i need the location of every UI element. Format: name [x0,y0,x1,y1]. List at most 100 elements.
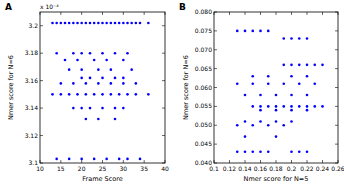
point [89,22,92,25]
point [298,37,301,40]
point [80,77,83,80]
y-tick [214,163,217,164]
y-tick [40,163,43,164]
x-tick-label: 0.18 [269,165,283,172]
point [267,82,270,85]
point [135,82,138,85]
point [251,75,254,78]
point [110,68,113,71]
point [282,82,285,85]
y-tick-label: 3.12 [25,132,39,139]
point [80,107,83,110]
point [313,82,316,85]
point [89,107,92,110]
point [101,93,104,96]
x-tick-label: 0.2 [287,165,297,172]
point [259,105,262,108]
panel-1: B0.10.120.140.160.180.20.220.240.260.040… [179,2,344,183]
point [244,30,247,33]
point [72,82,75,85]
point [118,93,121,96]
x-tick-top [229,12,230,15]
y-tick [214,144,217,145]
x-tick-label: 0.14 [238,165,252,172]
point [298,150,301,153]
point [306,150,309,153]
point [93,59,96,62]
x-tick-label: 0.12 [223,165,237,172]
point [122,22,125,25]
point [93,93,96,96]
y-tick-right [335,163,338,164]
point [126,52,129,55]
point [147,93,150,96]
y-tick-label: 0.055 [195,102,212,109]
x-tick [123,160,124,163]
y-tick-label: 3.2 [28,22,38,29]
point [105,22,108,25]
y-tick [40,25,43,26]
x-tick-top [322,12,323,15]
x-tick-label: 0.24 [316,165,330,172]
point [290,94,293,97]
point [64,59,67,62]
point [244,150,247,153]
point [282,124,285,127]
y-tick [214,49,217,50]
point [275,94,278,97]
y-tick-right [335,125,338,126]
x-tick-top [102,12,103,15]
point [290,120,293,123]
point [267,105,270,108]
x-tick [260,160,261,163]
x-tick-label: 20 [78,165,86,172]
point [275,120,278,123]
x-tick [60,160,61,163]
point [80,22,83,25]
x-axis-title: Frame Score [82,175,123,183]
x-tick-label: 0.1 [209,165,219,172]
point [275,135,278,138]
point [85,82,88,85]
point [321,105,324,108]
y-tick-label: 0.065 [195,65,212,72]
x-tick-label: 40 [161,165,169,172]
point [60,22,63,25]
point [267,124,270,127]
point [105,158,108,161]
point [101,22,104,25]
point [55,22,58,25]
point [97,118,100,121]
y-tick-label: 0.045 [195,140,212,147]
point [306,109,309,112]
point [236,124,239,127]
point [130,22,133,25]
x-tick-label: 15 [57,165,65,172]
y-tick-right [335,144,338,145]
x-tick [291,160,292,163]
point [72,52,75,55]
point [101,52,104,55]
y-tick-right [335,49,338,50]
point [114,77,117,80]
point [251,30,254,33]
point [290,37,293,40]
point [298,64,301,67]
point [267,150,270,153]
point [68,22,71,25]
y-tick-right [162,135,165,136]
point [85,22,88,25]
y-tick-label: 3.18 [25,49,39,56]
x-tick-label: 0.22 [300,165,314,172]
y-tick-right [335,106,338,107]
y-tick [40,108,43,109]
point [313,64,316,67]
point [68,158,71,161]
point [306,75,309,78]
y-tick-right [162,163,165,164]
point [114,118,117,121]
point [259,120,262,123]
point [80,52,83,55]
panel-0: A101520253035403.13.123.143.163.183.2Fra… [5,2,169,183]
x-tick-top [123,12,124,15]
